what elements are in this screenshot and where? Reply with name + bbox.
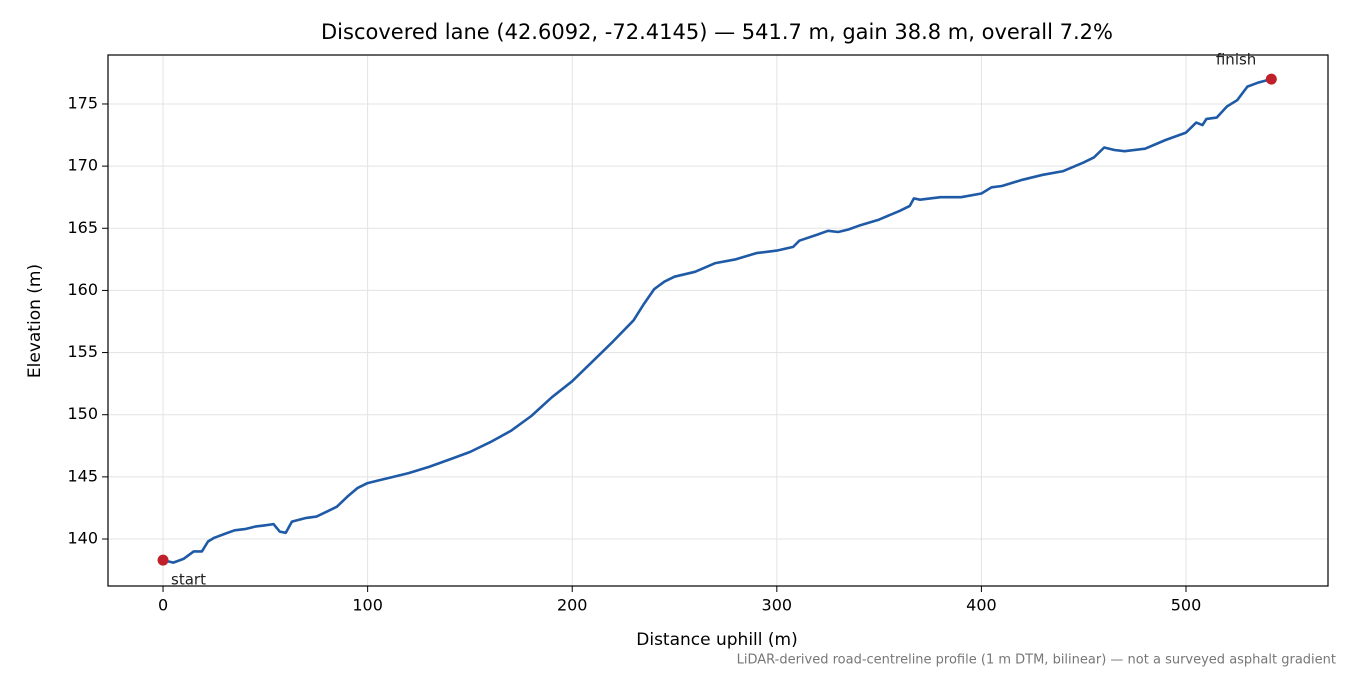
endpoint-marker (157, 554, 169, 566)
y-tick-label: 150 (67, 404, 98, 423)
endpoint-label: finish (1216, 51, 1256, 69)
elevation-line (162, 77, 1272, 564)
endpoint-label: start (171, 571, 206, 589)
chart-title: Discovered lane (42.6092, -72.4145) — 54… (321, 20, 1113, 44)
y-tick-label: 145 (67, 466, 98, 485)
y-tick-label: 165 (67, 218, 98, 237)
x-tick-label: 400 (966, 596, 997, 615)
x-tick-label: 200 (557, 596, 588, 615)
y-tick-label: 155 (67, 342, 98, 361)
x-tick-label: 0 (158, 596, 168, 615)
y-tick-label: 175 (67, 93, 98, 112)
x-tick-label: 100 (352, 596, 383, 615)
y-tick-label: 140 (67, 529, 98, 548)
footnote: LiDAR-derived road-centreline profile (1… (737, 653, 1336, 668)
y-tick-label: 170 (67, 156, 98, 175)
x-tick-label: 500 (1171, 596, 1202, 615)
x-axis-label: Distance uphill (m) (636, 630, 797, 650)
y-axis-label: Elevation (m) (25, 264, 45, 378)
plot-frame (107, 54, 1329, 587)
x-tick-label: 300 (762, 596, 793, 615)
endpoint-marker (1265, 73, 1277, 85)
y-tick-label: 160 (67, 280, 98, 299)
